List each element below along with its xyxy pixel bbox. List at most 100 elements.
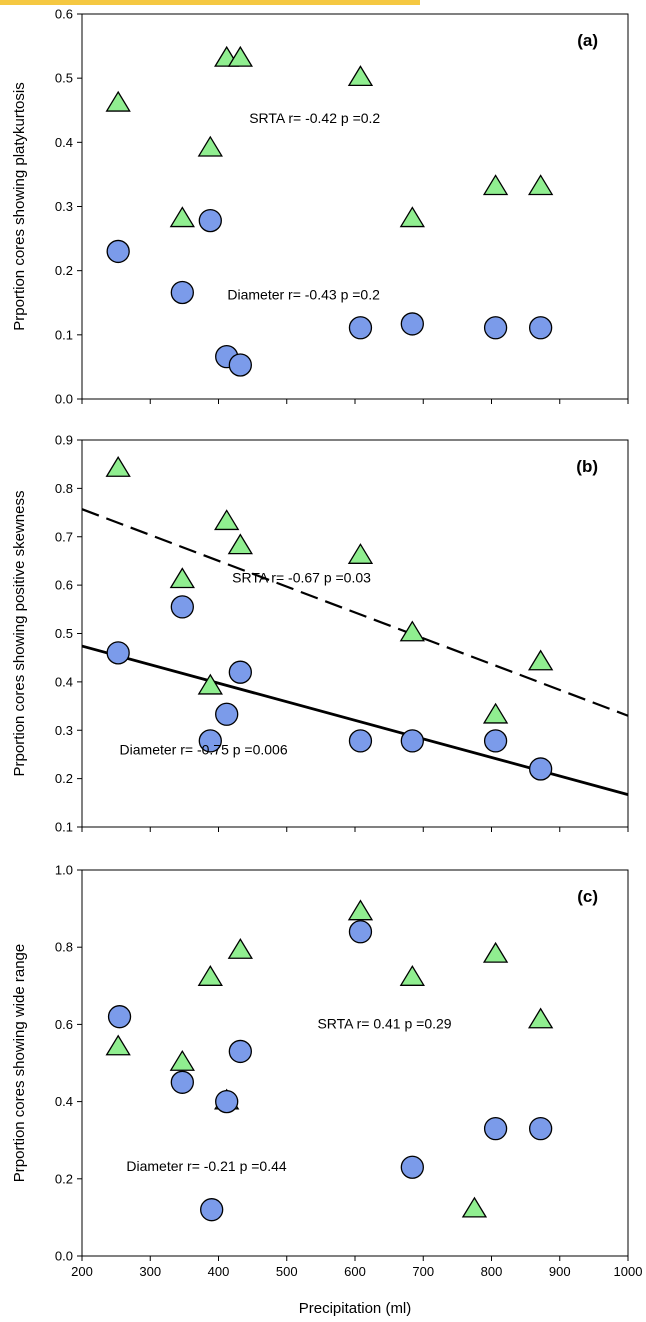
diameter-circle-point — [215, 1089, 239, 1114]
y-tick-label: 0.5 — [55, 71, 73, 86]
diameter-circle-point — [106, 239, 130, 264]
y-axis-title: Prportion cores showing wide range — [11, 944, 28, 1182]
srta-triangle-point — [482, 174, 509, 196]
diameter-circle-point — [170, 595, 194, 619]
y-tick-label: 0.0 — [55, 392, 73, 407]
correlation-annotation: Diameter r= -0.75 p =0.006 — [120, 741, 288, 757]
y-tick-label: 0.4 — [55, 135, 73, 150]
y-tick-label: 0.1 — [55, 820, 73, 835]
y-tick-label: 0.2 — [55, 263, 73, 278]
srta-triangle-point — [482, 702, 509, 724]
y-tick-label: 1.0 — [55, 863, 73, 878]
panel-label: (a) — [577, 31, 598, 50]
y-tick-label: 0.1 — [55, 327, 73, 342]
y-tick-label: 0.3 — [55, 199, 73, 214]
y-tick-label: 0.3 — [55, 723, 73, 738]
diameter-circle-point — [200, 1198, 224, 1222]
plot-frame-0 — [81, 13, 629, 400]
y-tick-label: 0.6 — [55, 1017, 73, 1032]
y-tick-label: 0.6 — [55, 578, 73, 593]
diameter-circle-point — [400, 312, 424, 336]
y-tick-label: 0.4 — [55, 674, 73, 689]
srta-triangle-point — [105, 1034, 131, 1056]
correlation-annotation: Diameter r= -0.43 p =0.2 — [227, 287, 380, 303]
srta-triangle-point — [105, 455, 131, 477]
x-tick-label: 800 — [481, 1264, 503, 1279]
srta-triangle-point — [197, 135, 223, 157]
diameter-circle-point — [400, 729, 424, 753]
y-tick-label: 0.4 — [55, 1094, 73, 1109]
srta-triangle-point — [347, 899, 374, 921]
diameter-circle-point — [215, 702, 239, 726]
srta-triangle-point — [197, 965, 223, 986]
correlation-annotation: Diameter r= -0.21 p =0.44 — [126, 1158, 287, 1174]
srta-triangle-point — [169, 1049, 195, 1071]
y-tick-label: 0.5 — [55, 626, 73, 641]
diameter-circle-point — [528, 757, 553, 781]
diameter-circle-point — [528, 316, 553, 340]
diameter-circle-point — [348, 316, 373, 340]
y-tick-label: 0.8 — [55, 940, 73, 955]
correlation-annotation: SRTA r= 0.41 p =0.29 — [317, 1015, 451, 1031]
srta-triangle-point — [227, 938, 253, 959]
srta-triangle-point — [399, 965, 425, 986]
diameter-circle-point — [228, 660, 252, 684]
x-axis-title: Precipitation (ml) — [299, 1300, 412, 1317]
x-tick-label: 500 — [276, 1264, 298, 1279]
diameter-circle-point — [483, 316, 508, 340]
correlation-annotation: SRTA r= -0.42 p =0.2 — [249, 110, 380, 126]
diameter-circle-point — [198, 729, 222, 753]
srta-triangle-point — [227, 533, 253, 555]
x-tick-label: 700 — [412, 1264, 434, 1279]
srta-triangle-point — [527, 1007, 554, 1029]
y-tick-label: 0.6 — [55, 7, 73, 22]
srta-triangle-point — [197, 673, 223, 695]
srta-triangle-point — [105, 90, 131, 112]
srta-triangle-point — [347, 543, 374, 564]
srta-triangle-point — [527, 649, 554, 671]
y-tick-label: 0.8 — [55, 481, 73, 496]
srta-triangle-point — [527, 174, 554, 196]
diameter-circle-point — [483, 729, 508, 753]
srta-triangle-point — [399, 206, 425, 228]
x-tick-label: 1000 — [614, 1264, 643, 1279]
y-tick-label: 0.7 — [55, 529, 73, 544]
srta-triangle-point — [461, 1196, 488, 1218]
diameter-circle-point — [528, 1116, 553, 1141]
srta-triangle-point — [227, 45, 253, 67]
srta-triangle-point — [169, 567, 195, 589]
x-tick-label: 200 — [71, 1264, 93, 1279]
y-tick-label: 0.2 — [55, 771, 73, 786]
panel-label: (b) — [576, 457, 598, 476]
x-tick-label: 600 — [344, 1264, 366, 1279]
panel-label: (c) — [577, 887, 598, 906]
diameter-circle-point — [483, 1116, 508, 1141]
y-axis-title: Prportion cores showing positive skewnes… — [11, 491, 28, 777]
srta-triangle-point — [347, 65, 374, 87]
srta-triangle-point — [169, 206, 195, 228]
y-tick-label: 0.9 — [55, 433, 73, 448]
x-tick-label: 900 — [549, 1264, 571, 1279]
diameter-circle-point — [170, 280, 194, 305]
x-tick-label: 400 — [208, 1264, 230, 1279]
diameter-circle-point — [170, 1070, 194, 1094]
srta-triangle-point — [482, 941, 509, 963]
srta-triangle-point — [399, 620, 425, 642]
y-axis-title: Prportion cores showing platykurtosis — [11, 82, 28, 330]
y-tick-label: 0.0 — [55, 1249, 73, 1264]
diameter-circle-point — [107, 1005, 132, 1029]
diameter-circle-point — [198, 208, 222, 233]
y-tick-label: 0.2 — [55, 1171, 73, 1186]
top-color-strip — [0, 0, 420, 5]
srta-triangle-point — [214, 509, 240, 531]
diameter-circle-point — [400, 1155, 424, 1179]
diameter-circle-point — [228, 353, 252, 377]
correlation-annotation: SRTA r= -0.67 p =0.03 — [232, 570, 371, 586]
dashed-regression-line — [81, 508, 629, 717]
x-tick-label: 300 — [139, 1264, 161, 1279]
diameter-circle-point — [348, 729, 373, 753]
diameter-circle-point — [228, 1039, 252, 1064]
diameter-circle-point — [348, 920, 373, 944]
diameter-circle-point — [106, 641, 130, 665]
